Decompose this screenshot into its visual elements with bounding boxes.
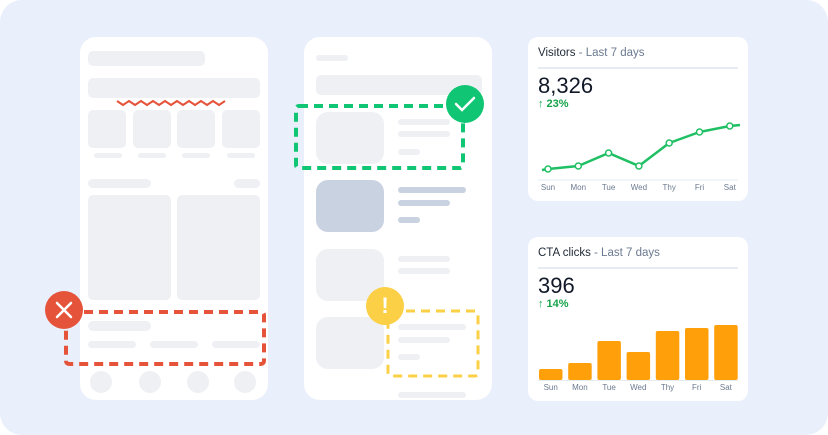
x-tick-label: Sat [720,383,733,392]
card-subtitle: - Last 7 days [575,47,645,59]
divider [538,267,738,269]
x-tick-label: Thy [663,183,676,192]
cta-clicks-card: CTA clicks - Last 7 days 396 ↑ 14% Sun Mo… [528,237,748,401]
data-point [574,162,583,170]
x-tick-label: Sun [544,383,558,392]
data-point [695,128,704,136]
bar [539,369,563,380]
x-tick-label: Sat [724,183,737,192]
exclamation-icon: ! [366,287,404,325]
bar [685,328,709,380]
error-highlight [64,310,266,366]
card-title: Visitors - Last 7 days [538,47,645,59]
card-subtitle: - Last 7 days [590,247,660,259]
visitors-card: Visitors - Last 7 days 8,326 ↑ 23% Sun Mo… [528,37,748,201]
bar [714,325,738,380]
card-delta: ↑ 14% [538,298,569,310]
squiggle-underline [116,99,226,107]
bar [568,363,592,380]
wireframe-phone-left [80,37,268,400]
x-tick-label: Sun [541,183,555,192]
card-title-main: Visitors [538,47,576,59]
card-delta: ↑ 23% [538,98,569,110]
x-tick-label: Thy [661,383,674,392]
x-tick-label: Mon [572,383,588,392]
x-tick-label: Tue [602,383,616,392]
x-tick-label: Wed [630,383,646,392]
warning-highlight [386,309,480,378]
x-tick-label: Fri [692,383,702,392]
data-point [635,162,643,170]
x-tick-label: Mon [571,183,587,192]
bar [626,352,651,380]
data-point [544,165,552,173]
x-tick-label: Wed [631,183,647,192]
x-tick-label: Fri [695,183,705,192]
card-title-main: CTA clicks [538,247,591,259]
bar [655,331,680,380]
card-title: CTA clicks - Last 7 days [538,247,660,259]
data-point [604,149,613,157]
check-icon [446,85,484,123]
x-tick-label: Tue [602,183,616,192]
line-chart: Sun Mon Tue Wed Thy Fri Sat [538,122,741,192]
divider [538,67,738,69]
data-point [726,122,734,130]
bar-chart: Sun Mon Tue Wed Thy Fri Sat [538,325,738,392]
success-highlight [294,104,465,170]
card-value: 396 [538,273,575,298]
card-value: 8,326 [538,73,594,98]
close-icon [45,291,83,329]
data-point [665,139,673,147]
bar [597,341,621,380]
